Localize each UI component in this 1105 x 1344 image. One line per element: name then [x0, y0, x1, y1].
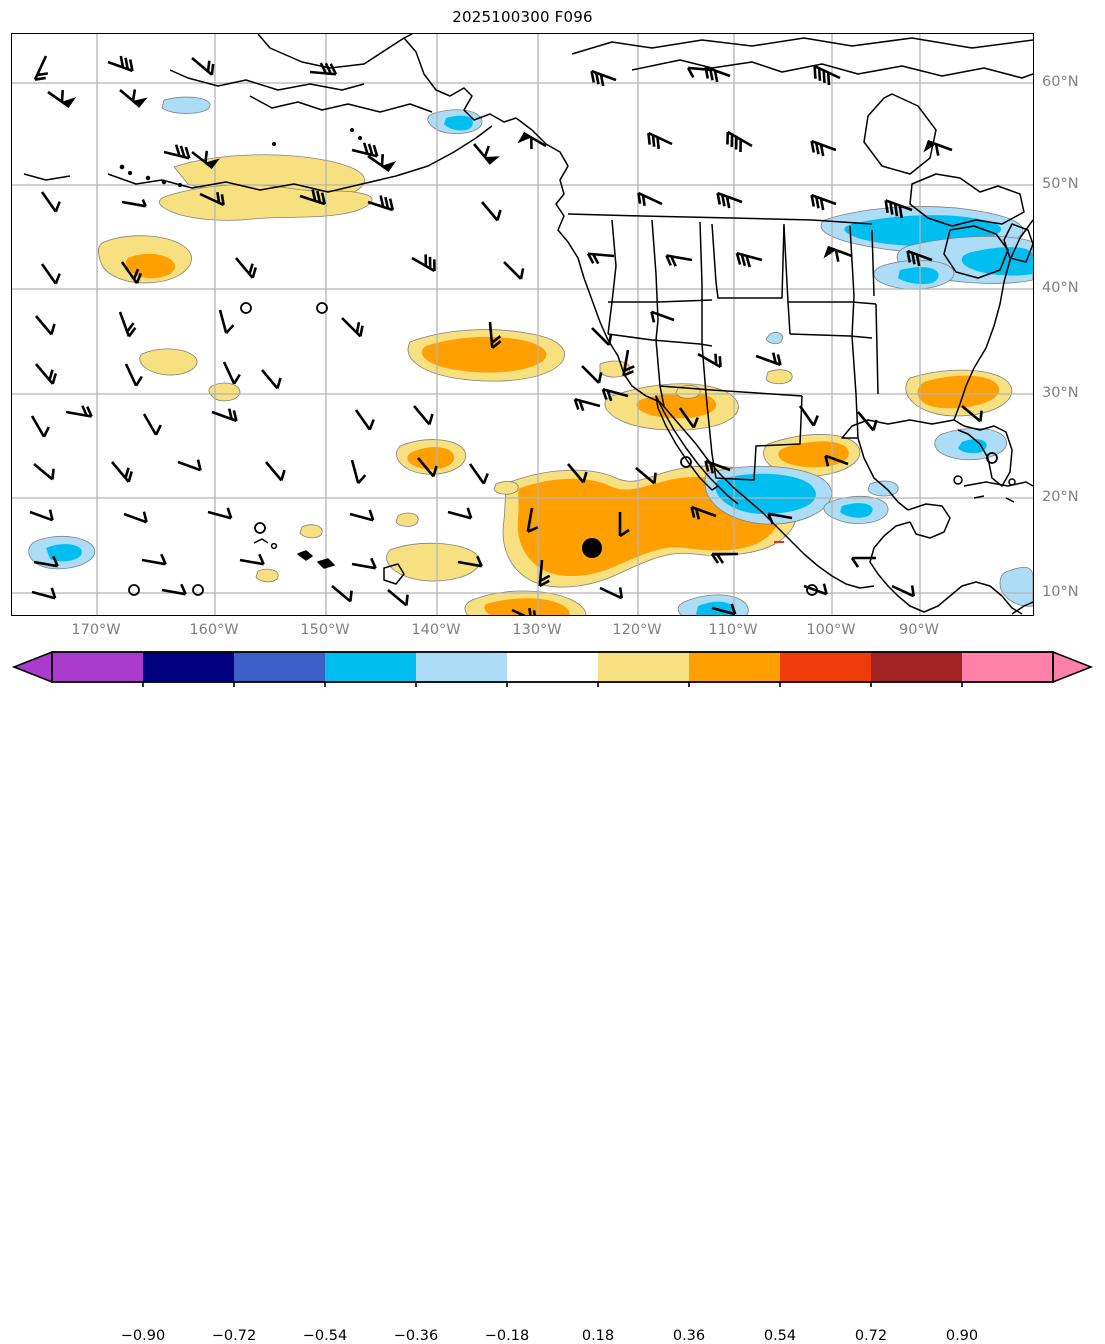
- lon-tick-label: 160°W: [189, 622, 239, 638]
- colorbar-swatch: [52, 652, 143, 682]
- colorbar-level-label: 0.36: [672, 1328, 706, 1344]
- map-panel: [11, 33, 1034, 616]
- wind-barb-layer: [28, 49, 998, 615]
- storm-center-marker: [582, 538, 602, 558]
- lon-tick-label: 130°W: [512, 622, 562, 638]
- colorbar-level-label: 0.90: [945, 1328, 979, 1344]
- lat-tick-label: 10°N: [1042, 584, 1079, 600]
- colorbar-level-label: −0.18: [484, 1328, 530, 1344]
- lat-tick-label: 50°N: [1042, 176, 1079, 192]
- colorbar-swatch: [962, 652, 1053, 682]
- colorbar-level-label: −0.54: [302, 1328, 348, 1344]
- lon-tick-label: 90°W: [898, 622, 940, 638]
- colorbar-swatch: [325, 652, 416, 682]
- colorbar-extend-high: [1052, 650, 1094, 684]
- colorbar-level-label: 0.18: [581, 1328, 615, 1344]
- colorbar-outline: [51, 651, 1054, 683]
- lon-tick-label: 140°W: [411, 622, 461, 638]
- colorbar-swatches: [11, 650, 1094, 687]
- lat-tick-label: 60°N: [1042, 74, 1079, 90]
- lat-tick-label: 40°N: [1042, 280, 1079, 296]
- colorbar-level-label: 0.54: [763, 1328, 797, 1344]
- colorbar-swatch: [689, 652, 780, 682]
- page-title: 2025100300 F096: [452, 8, 593, 26]
- colorbar-level-label: 0.72: [854, 1328, 888, 1344]
- lon-tick-label: 120°W: [612, 622, 662, 638]
- colorbar-swatch: [507, 652, 598, 682]
- lat-tick-label: 30°N: [1042, 385, 1079, 401]
- coastline-layer: [23, 34, 1033, 615]
- colorbar-swatch: [598, 652, 689, 682]
- colorbar-swatch: [416, 652, 507, 682]
- map-canvas: [12, 34, 1033, 615]
- colorbar-level-label: −0.90: [120, 1328, 166, 1344]
- lon-tick-label: 100°W: [806, 622, 856, 638]
- colorbar-swatch: [780, 652, 871, 682]
- colorbar-level-label: −0.72: [211, 1328, 257, 1344]
- colorbar-swatch: [871, 652, 962, 682]
- colorbar-level-label: −0.36: [393, 1328, 439, 1344]
- lon-tick-label: 150°W: [300, 622, 350, 638]
- colorbar-swatch: [143, 652, 234, 682]
- colorbar: −0.90 −0.72 −0.54 −0.36 −0.18 0.18 0.36 0.54 0.7…: [0, 648, 1105, 1344]
- lat-tick-label: 20°N: [1042, 489, 1079, 505]
- lon-tick-label: 170°W: [71, 622, 121, 638]
- colorbar-swatch: [234, 652, 325, 682]
- lon-tick-label: 110°W: [708, 622, 758, 638]
- colorbar-extend-low: [11, 650, 53, 684]
